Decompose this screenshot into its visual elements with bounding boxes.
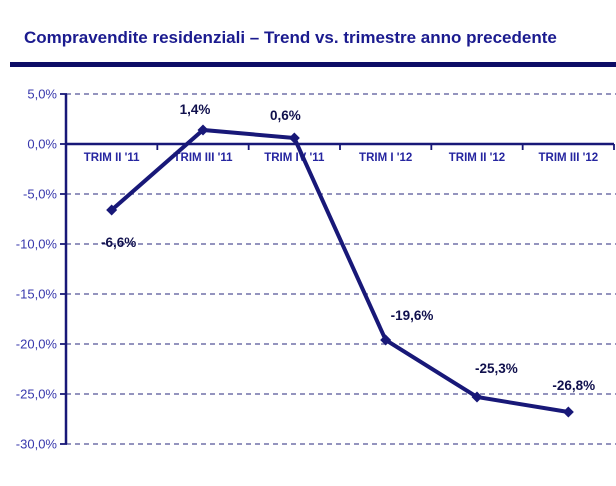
data-label: 1,4% xyxy=(180,102,211,117)
category-label: TRIM III '12 xyxy=(539,152,599,164)
data-label: -25,3% xyxy=(475,361,518,376)
title-underline xyxy=(10,62,616,67)
y-axis-label: -5,0% xyxy=(23,187,57,202)
data-label: 0,6% xyxy=(270,108,301,123)
y-axis-label: 5,0% xyxy=(27,87,57,102)
data-point-marker xyxy=(471,391,483,403)
data-point-marker xyxy=(197,124,209,136)
category-label: TRIM II '11 xyxy=(84,152,140,164)
data-label: -19,6% xyxy=(391,308,434,323)
data-label: -6,6% xyxy=(101,235,136,250)
category-label: TRIM II '12 xyxy=(449,152,505,164)
category-label: TRIM I '12 xyxy=(359,152,412,164)
y-axis-label: -20,0% xyxy=(16,337,58,352)
trend-line xyxy=(110,127,569,414)
category-label: TRIM III '11 xyxy=(174,152,234,164)
y-axis-label: -15,0% xyxy=(16,287,58,302)
data-point-marker xyxy=(106,204,118,216)
category-label: TRIM IV '11 xyxy=(264,152,325,164)
data-point-marker xyxy=(288,132,300,144)
data-point-marker xyxy=(562,406,574,418)
y-axis-label: -10,0% xyxy=(16,237,58,252)
y-axis-label: 0,0% xyxy=(27,137,57,152)
data-point-marker xyxy=(380,334,392,346)
y-axis-label: -30,0% xyxy=(16,437,58,452)
chart-title: Compravendite residenziali – Trend vs. t… xyxy=(24,28,557,47)
y-axis-label: -25,0% xyxy=(16,387,58,402)
data-label: -26,8% xyxy=(552,378,595,393)
